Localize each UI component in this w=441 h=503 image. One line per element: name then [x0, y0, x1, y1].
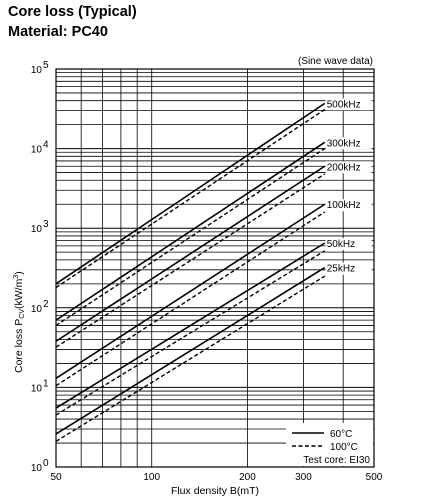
x-axis-label: Flux density B(mT) [171, 485, 259, 497]
legend-solid-label: 60°C [330, 429, 352, 440]
x-tick-200: 200 [239, 472, 256, 483]
note-background [284, 53, 376, 67]
y-axis-label: Core loss PCV(kW/m3) [13, 271, 26, 373]
y-tick-10e5: 10 [31, 65, 43, 76]
series-line-200kHz-dashed [55, 173, 326, 348]
y-tick-exp-0: 0 [43, 458, 49, 469]
series-line-25kHz-dashed [55, 275, 326, 442]
y-tick-10e1: 10 [31, 383, 43, 394]
y-tick-10e4: 10 [31, 145, 43, 156]
series-line-25kHz-solid [55, 266, 326, 435]
series-label-200kHz: 200kHz [327, 162, 361, 173]
series-lines [55, 102, 326, 442]
series-label-bg [325, 137, 372, 150]
series-line-500kHz-solid [55, 102, 326, 285]
series-label-25kHz: 25kHz [327, 264, 355, 275]
series-label-bg [325, 98, 372, 111]
x-tick-500: 500 [366, 472, 383, 483]
plot-frame [55, 68, 375, 468]
series-line-100kHz-dashed [55, 211, 326, 387]
y-axis-label-close: ) [13, 271, 25, 275]
sine-wave-note: (Sine wave data) [298, 56, 373, 67]
series-labels: 500kHz 300kHz 200kHz 100kHz 50kHz 25kHz [325, 98, 372, 275]
series-line-50kHz-solid [55, 242, 326, 409]
series-label-bg [325, 238, 372, 251]
y-axis-label-suffix: (kW/m [13, 278, 25, 309]
y-tick-exp-1: 1 [43, 378, 49, 389]
y-axis-label-sub: CV [19, 309, 26, 319]
y-tick-exp-3: 3 [43, 219, 49, 230]
series-label-500kHz: 500kHz [327, 99, 361, 110]
chart-subtitle: Material: PC40 [8, 24, 108, 40]
y-tick-10e3: 10 [31, 224, 43, 235]
y-axis-label-prefix: Core loss P [13, 319, 25, 373]
series-line-500kHz-dashed [55, 108, 326, 289]
y-tick-exp-5: 5 [43, 60, 49, 71]
x-tick-300: 300 [295, 472, 312, 483]
series-line-50kHz-dashed [55, 250, 326, 416]
x-tick-labels: 50 100 200 300 500 [50, 472, 382, 483]
series-label-100kHz: 100kHz [327, 200, 361, 211]
series-line-200kHz-solid [55, 165, 326, 342]
legend: 60°C 100°C Test core: EI30 [286, 423, 373, 466]
y-axis-label-sup: 3 [13, 275, 20, 279]
chart-title: Core loss (Typical) [8, 4, 137, 20]
legend-dashed-label: 100°C [330, 442, 358, 453]
x-tick-50: 50 [50, 472, 62, 483]
series-label-bg [325, 161, 372, 174]
y-tick-exp-4: 4 [43, 140, 49, 151]
series-line-300kHz-dashed [55, 148, 326, 327]
series-label-300kHz: 300kHz [327, 138, 361, 149]
legend-background [286, 423, 373, 466]
series-label-bg [325, 199, 372, 212]
series-label-bg [325, 262, 372, 275]
y-tick-10e2: 10 [31, 304, 43, 315]
series-line-100kHz-solid [55, 203, 326, 380]
y-tick-exp-2: 2 [43, 299, 49, 310]
y-tick-10e0: 10 [31, 463, 43, 474]
x-tick-100: 100 [143, 472, 160, 483]
series-line-300kHz-solid [55, 141, 326, 321]
series-label-50kHz: 50kHz [327, 239, 355, 250]
legend-test-core: Test core: EI30 [303, 455, 370, 466]
